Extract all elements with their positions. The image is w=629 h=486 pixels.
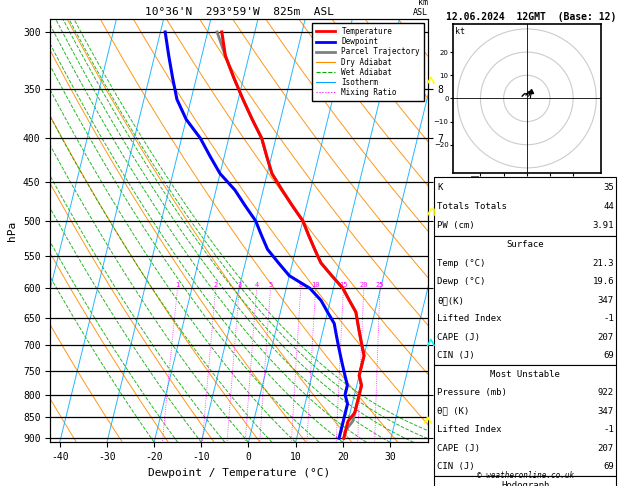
Text: Surface: Surface <box>506 241 544 249</box>
Text: 3: 3 <box>237 282 242 288</box>
Title: 10°36'N  293°59'W  825m  ASL: 10°36'N 293°59'W 825m ASL <box>145 7 333 17</box>
Text: Totals Totals: Totals Totals <box>437 202 507 211</box>
Text: 207: 207 <box>598 444 614 452</box>
Text: PW (cm): PW (cm) <box>437 222 475 230</box>
Text: 1: 1 <box>175 282 180 288</box>
Text: km
ASL: km ASL <box>413 0 428 17</box>
Text: 19.6: 19.6 <box>593 278 614 286</box>
Text: 5: 5 <box>269 282 273 288</box>
Text: 15: 15 <box>339 282 348 288</box>
Y-axis label: hPa: hPa <box>8 221 18 241</box>
Text: © weatheronline.co.uk: © weatheronline.co.uk <box>477 471 574 480</box>
Text: 207: 207 <box>598 333 614 342</box>
Text: -1: -1 <box>603 425 614 434</box>
Text: 2: 2 <box>214 282 218 288</box>
Text: 21.3: 21.3 <box>593 259 614 268</box>
Text: θᴄ (K): θᴄ (K) <box>437 407 469 416</box>
Text: 44: 44 <box>603 202 614 211</box>
Text: 10: 10 <box>311 282 320 288</box>
Text: 347: 347 <box>598 407 614 416</box>
Text: Hodograph: Hodograph <box>501 481 549 486</box>
Text: Pressure (mb): Pressure (mb) <box>437 388 507 397</box>
Text: Temp (°C): Temp (°C) <box>437 259 486 268</box>
Text: 3.91: 3.91 <box>593 222 614 230</box>
X-axis label: Dewpoint / Temperature (°C): Dewpoint / Temperature (°C) <box>148 468 330 478</box>
Text: kt: kt <box>455 27 465 35</box>
Text: Lifted Index: Lifted Index <box>437 425 502 434</box>
Text: CAPE (J): CAPE (J) <box>437 333 480 342</box>
Text: Lifted Index: Lifted Index <box>437 314 502 323</box>
Text: CAPE (J): CAPE (J) <box>437 444 480 452</box>
Text: 347: 347 <box>598 296 614 305</box>
Text: 8: 8 <box>299 282 303 288</box>
Text: Most Unstable: Most Unstable <box>490 370 560 379</box>
Y-axis label: Mixing Ratio (g/kg): Mixing Ratio (g/kg) <box>467 175 477 287</box>
Text: 25: 25 <box>376 282 384 288</box>
Text: Dewp (°C): Dewp (°C) <box>437 278 486 286</box>
Text: 922: 922 <box>598 388 614 397</box>
Legend: Temperature, Dewpoint, Parcel Trajectory, Dry Adiabat, Wet Adiabat, Isotherm, Mi: Temperature, Dewpoint, Parcel Trajectory… <box>313 23 424 101</box>
Text: 12.06.2024  12GMT  (Base: 12): 12.06.2024 12GMT (Base: 12) <box>447 12 616 22</box>
Text: K: K <box>437 183 443 191</box>
Text: 69: 69 <box>603 351 614 360</box>
Text: 4: 4 <box>255 282 259 288</box>
Text: 20: 20 <box>360 282 368 288</box>
Text: CIN (J): CIN (J) <box>437 351 475 360</box>
Text: CIN (J): CIN (J) <box>437 462 475 471</box>
Text: 35: 35 <box>603 183 614 191</box>
Text: -1: -1 <box>603 314 614 323</box>
Text: 69: 69 <box>603 462 614 471</box>
Text: θᴄ(K): θᴄ(K) <box>437 296 464 305</box>
